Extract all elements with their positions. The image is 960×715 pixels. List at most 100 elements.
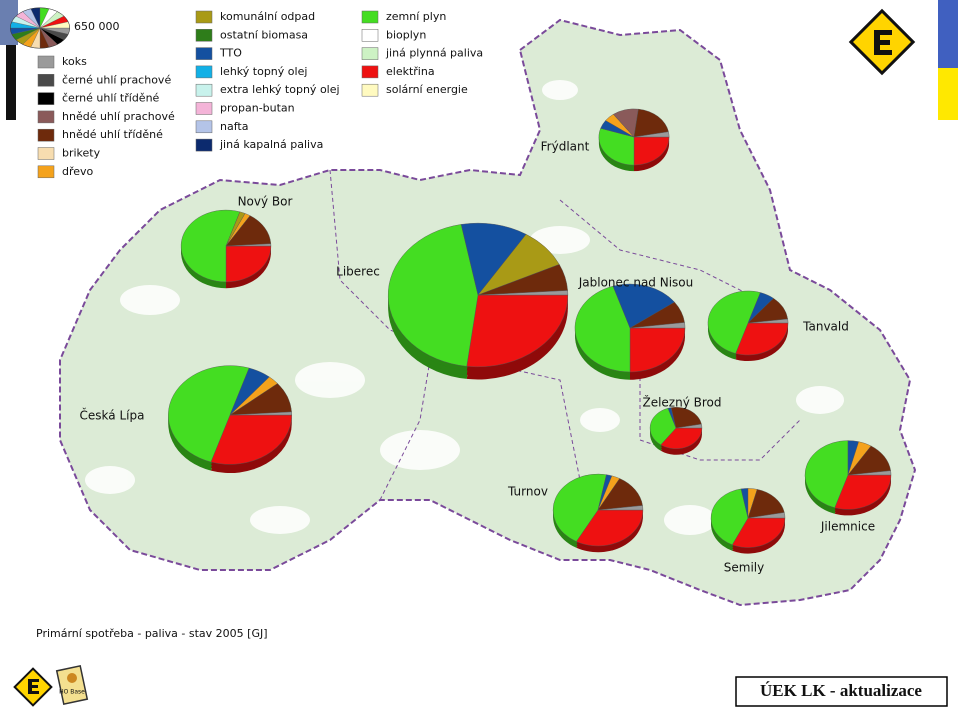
legend-label: bioplyn — [386, 28, 426, 41]
legend-swatch — [195, 10, 213, 24]
pie-slice — [552, 473, 607, 542]
size-reference — [10, 7, 70, 49]
pie-slice — [629, 322, 686, 329]
pie-slice — [629, 327, 686, 373]
edge-stripe — [938, 68, 958, 120]
legend-swatch — [37, 147, 55, 160]
pie-slice — [210, 414, 292, 465]
legend-label: elektřina — [386, 65, 435, 78]
legend-swatch — [195, 29, 213, 42]
pie-slice — [597, 505, 644, 511]
pie-slice — [660, 427, 703, 449]
pie-slice — [612, 283, 675, 329]
map-clearings — [85, 80, 844, 535]
pie-slice — [633, 136, 670, 166]
pie-slice — [633, 108, 669, 138]
pie-slice — [834, 474, 892, 510]
legend-label: solární energie — [386, 83, 468, 96]
footer-box — [735, 676, 948, 707]
legend-swatch — [37, 92, 55, 105]
caption: Primární spotřeba - paliva - stav 2005 [… — [36, 627, 268, 640]
legend-label: brikety — [62, 147, 101, 160]
pie — [710, 488, 786, 554]
pie — [804, 440, 892, 516]
legend-label: černé uhlí prachové — [62, 73, 171, 86]
town-label: Česká Lípa — [80, 408, 145, 423]
town-label: Turnov — [507, 485, 548, 499]
legend-swatch — [361, 47, 379, 60]
pie-slice — [598, 128, 635, 166]
pie-slice — [387, 224, 479, 367]
legend-label: černé uhlí tříděné — [62, 92, 160, 105]
legend-swatch — [361, 83, 379, 97]
legend-swatch — [195, 65, 213, 79]
legend-swatch — [37, 55, 55, 69]
legend-label: hnědé uhlí tříděné — [62, 128, 163, 141]
legend-label: propan-butan — [220, 102, 295, 115]
pie-slice — [670, 407, 702, 429]
badge-text: HO Base — [59, 689, 85, 696]
town-label: Liberec — [336, 265, 380, 279]
reference-label: 650 000 — [74, 20, 120, 33]
pie-slice — [225, 243, 272, 247]
pie — [649, 407, 703, 455]
pie — [168, 365, 292, 474]
pie-slice — [477, 290, 569, 296]
legend-label: jiná plynná paliva — [385, 47, 483, 60]
pie-slice — [731, 517, 786, 548]
pie-slice — [804, 440, 849, 508]
pie-slice — [675, 423, 703, 429]
pie-slice — [735, 322, 789, 356]
legend-label: hnědé uhlí prachové — [62, 110, 175, 123]
legend-swatch — [195, 120, 213, 134]
footer: ÚEK LK - aktualizace — [760, 681, 922, 700]
pie-slice — [225, 245, 272, 283]
pie-slice — [847, 470, 892, 476]
pie — [552, 473, 644, 553]
pie-slice — [229, 411, 292, 416]
legend-label: lehký topný olej — [220, 65, 307, 78]
pie-slice — [747, 512, 786, 519]
e-logo-small — [13, 667, 53, 707]
edge-stripe — [6, 45, 16, 120]
town-label: Semily — [724, 561, 764, 575]
legend-swatch — [361, 10, 379, 24]
legend-swatch — [195, 138, 213, 152]
ho-base-logo: HO Base — [55, 664, 89, 706]
legend-swatch — [195, 47, 213, 60]
pie-slice — [710, 488, 749, 546]
legend-label: ostatní biomasa — [220, 28, 308, 41]
legend-label: komunální odpad — [220, 10, 315, 23]
legend-label: zemní plyn — [386, 10, 446, 23]
town-label: Nový Bor — [238, 195, 293, 209]
legend-label: nafta — [220, 120, 248, 133]
town-label: Železný Brod — [642, 395, 721, 410]
legend-swatch — [37, 74, 55, 87]
pie-slice — [747, 318, 789, 324]
legend-label: dřevo — [62, 165, 94, 178]
legend-swatch — [195, 83, 213, 97]
pie-slice — [180, 209, 241, 283]
legend-swatch — [37, 110, 55, 124]
pie — [707, 290, 789, 362]
pie-slice — [466, 294, 569, 368]
pie-slice — [576, 509, 644, 547]
reference-size — [10, 7, 70, 49]
legend-swatch — [195, 102, 213, 115]
legend-label: koks — [62, 55, 87, 68]
town-label: Jablonec nad Nisou — [578, 276, 694, 290]
pie — [598, 108, 670, 172]
legend-swatch — [37, 128, 55, 142]
town-label: Tanvald — [802, 320, 849, 334]
e-logo — [848, 8, 916, 76]
legend-label: jiná kapalná paliva — [219, 138, 323, 151]
legend-label: extra lehký topný olej — [220, 83, 340, 96]
pie-slice — [633, 131, 670, 138]
town-label: Jilemnice — [820, 520, 875, 534]
legend-swatch — [37, 165, 55, 179]
legend-swatch — [361, 29, 379, 42]
pie-slice — [168, 365, 250, 463]
district-borders — [329, 169, 801, 501]
legend-swatch — [361, 65, 379, 79]
